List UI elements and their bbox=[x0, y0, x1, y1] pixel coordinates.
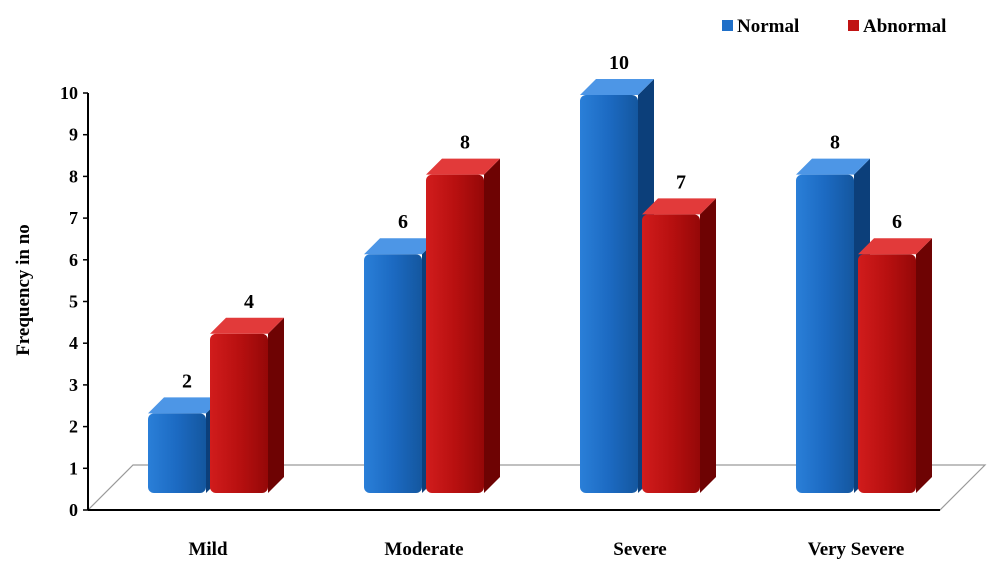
x-category-label: Mild bbox=[188, 539, 227, 560]
bar-front bbox=[364, 254, 422, 493]
data-label: 10 bbox=[609, 52, 629, 74]
bar-top bbox=[642, 198, 716, 215]
data-label: 6 bbox=[892, 211, 902, 233]
y-axis-ticks: 0 1 2 3 4 5 6 7 8 9 10 bbox=[60, 83, 88, 520]
bar-top bbox=[796, 158, 870, 175]
legend-label-abnormal: Abnormal bbox=[863, 16, 946, 37]
y-tick-label: 8 bbox=[69, 166, 78, 186]
x-category-label: Moderate bbox=[384, 539, 463, 560]
bars bbox=[148, 79, 932, 493]
bar-front bbox=[148, 413, 206, 493]
data-label: 4 bbox=[244, 291, 254, 313]
x-axis-categories: Mild Moderate Severe Very Severe bbox=[188, 539, 904, 560]
bar-front bbox=[796, 174, 854, 493]
data-label: 8 bbox=[830, 132, 840, 154]
bar-abnormal-severe bbox=[642, 198, 716, 493]
bar-top bbox=[148, 397, 222, 414]
y-tick-label: 1 bbox=[69, 458, 78, 478]
data-label: 2 bbox=[182, 370, 192, 392]
y-tick-label: 4 bbox=[69, 333, 78, 353]
bar-side bbox=[484, 158, 500, 493]
bar-front bbox=[858, 254, 916, 493]
bar-top bbox=[426, 158, 500, 175]
x-category-label: Very Severe bbox=[808, 539, 905, 560]
bar-side bbox=[916, 238, 932, 493]
y-tick-label: 0 bbox=[69, 500, 78, 520]
y-axis-label: Frequency in no bbox=[13, 224, 34, 356]
data-labels: 2 4 6 8 10 7 8 6 bbox=[182, 52, 902, 392]
bar-top bbox=[580, 79, 654, 95]
bar-side bbox=[268, 317, 284, 493]
bar-top bbox=[858, 238, 932, 255]
bar-front bbox=[642, 214, 700, 493]
data-label: 8 bbox=[460, 132, 470, 154]
y-tick-label: 7 bbox=[69, 208, 78, 228]
bar-top bbox=[210, 317, 284, 334]
y-tick-label: 9 bbox=[69, 125, 78, 145]
bar-abnormal-very-severe bbox=[858, 238, 932, 493]
bar-side bbox=[700, 198, 716, 493]
bar-abnormal-mild bbox=[210, 317, 284, 493]
legend-swatch-normal bbox=[722, 20, 733, 31]
x-category-label: Severe bbox=[613, 539, 666, 560]
y-tick-label: 2 bbox=[69, 417, 78, 437]
bar-top bbox=[364, 238, 438, 255]
y-tick-label: 10 bbox=[60, 83, 78, 103]
y-tick-label: 3 bbox=[69, 375, 78, 395]
data-label: 7 bbox=[676, 171, 686, 193]
bar-abnormal-moderate bbox=[426, 158, 500, 493]
bar-front bbox=[580, 95, 638, 493]
y-tick-label: 5 bbox=[69, 292, 78, 312]
y-tick-label: 6 bbox=[69, 250, 78, 270]
legend: Normal Abnormal bbox=[722, 16, 946, 37]
bar-front bbox=[426, 174, 484, 493]
legend-label-normal: Normal bbox=[737, 16, 799, 37]
bar-front bbox=[210, 333, 268, 493]
data-label: 6 bbox=[398, 211, 408, 233]
legend-swatch-abnormal bbox=[848, 20, 859, 31]
